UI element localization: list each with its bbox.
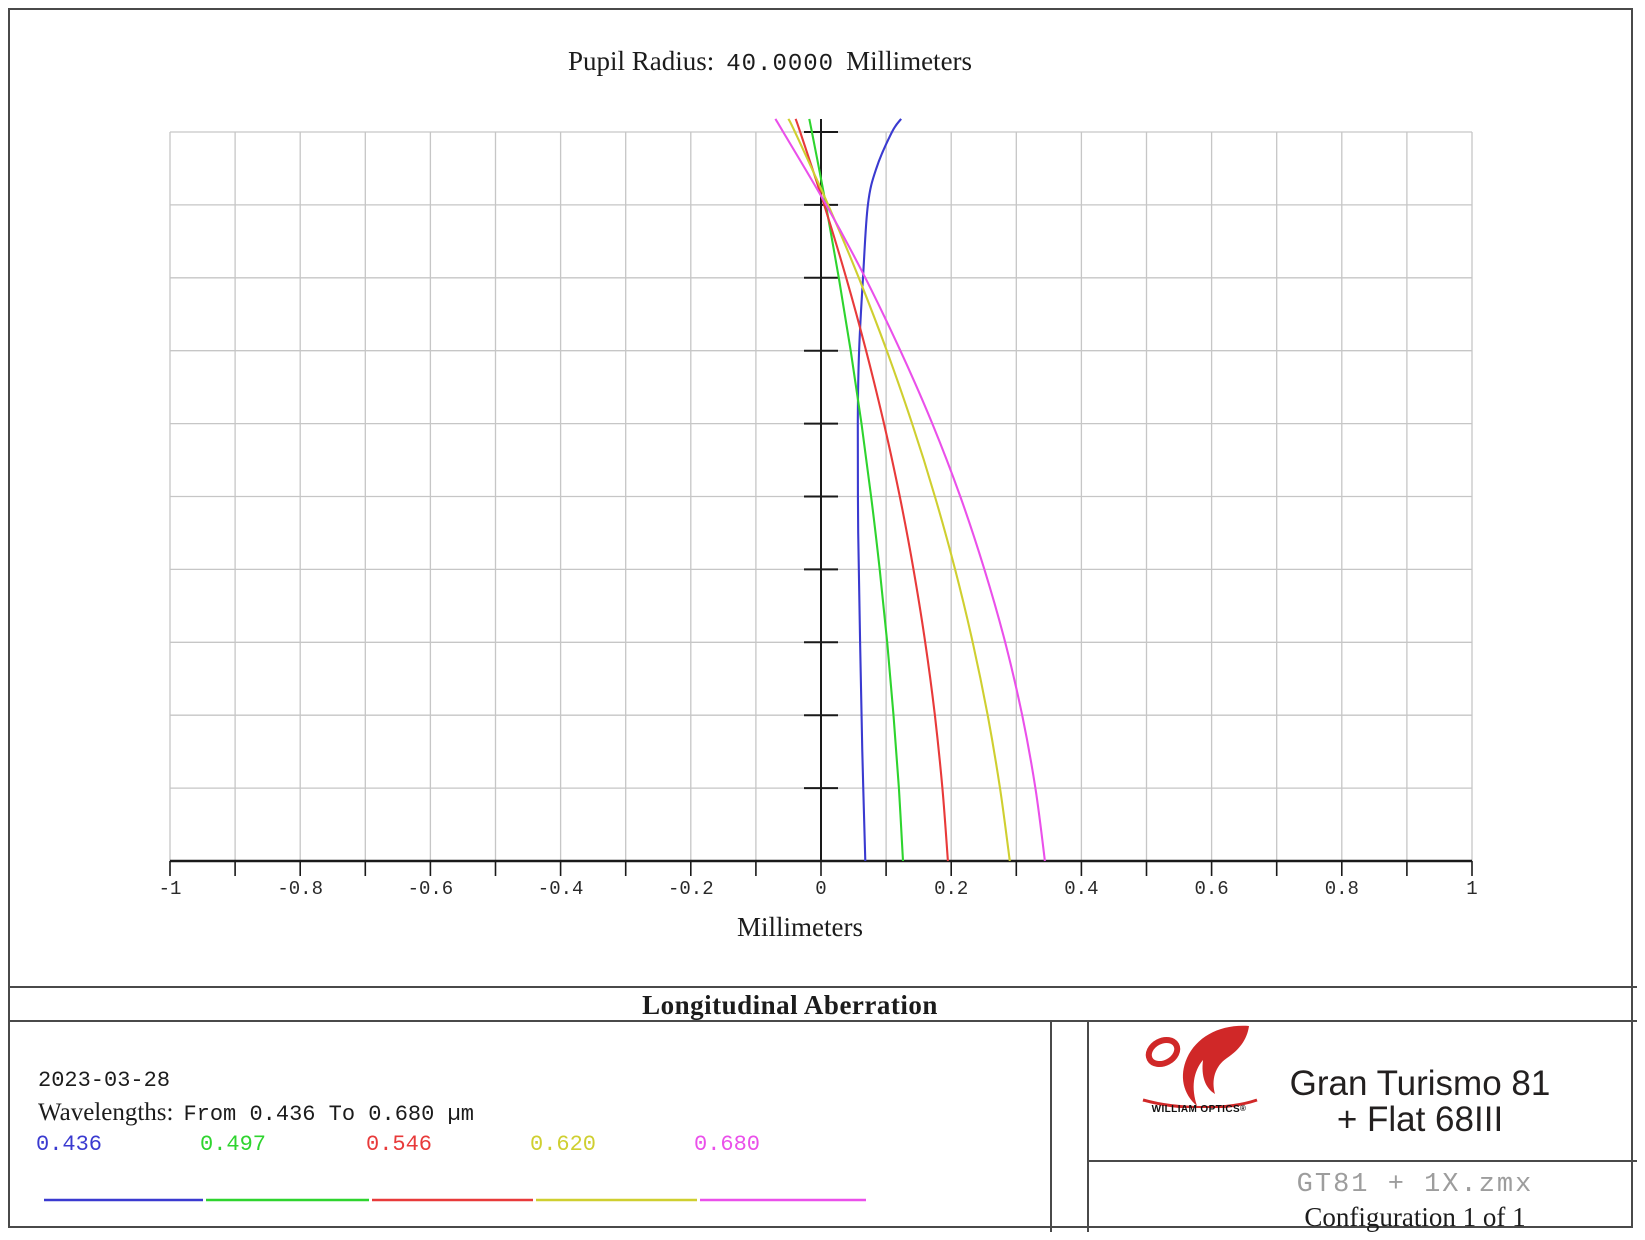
x-tick-label-0.8: 0.8 [1324, 878, 1359, 900]
x-tick-label--0.6: -0.6 [407, 878, 454, 900]
plot-caption: Longitudinal Aberration [642, 990, 938, 1020]
x-tick-label-1: 1 [1466, 878, 1478, 900]
curve-0.436 [856, 118, 902, 862]
legend-value-0.497: 0.497 [200, 1132, 267, 1157]
pupil-radius-value: 40.0000 [726, 51, 835, 78]
lens-file-name: GT81 + 1X.zmx [1296, 1170, 1534, 1200]
registered-mark: ® [1240, 1104, 1247, 1113]
curve-0.497 [808, 118, 905, 862]
logo-swoosh [1182, 1025, 1249, 1106]
curve-0.546 [794, 118, 949, 862]
legend-value-0.546: 0.546 [366, 1132, 433, 1157]
curve-0.680 [774, 118, 1046, 862]
page-border [8, 8, 1633, 1228]
wavelengths-row: Wavelengths: From 0.436 To 0.680 µm [38, 1099, 474, 1127]
x-tick-label-0.4: 0.4 [1064, 878, 1099, 900]
logo-underline-swash [1142, 1098, 1258, 1108]
wavelengths-label: Wavelengths: [38, 1099, 174, 1126]
william-optics-logo-text: WILLIAM OPTICS® [1133, 1104, 1265, 1115]
product-title-line1: Gran Turismo 81 [1289, 1064, 1551, 1103]
william-optics-logo-icon [1142, 1025, 1258, 1108]
x-tick-label-0.2: 0.2 [934, 878, 969, 900]
curve-0.620 [787, 118, 1011, 862]
logo-name: WILLIAM OPTICS [1151, 1104, 1241, 1115]
titleblock-horizontal-divider [1087, 1160, 1637, 1162]
date-text: 2023-03-28 [38, 1068, 171, 1093]
legend-value-0.436: 0.436 [36, 1132, 103, 1157]
footer-divider-left [1050, 1021, 1052, 1232]
product-title: Gran Turismo 81 + Flat 68III [1290, 1066, 1551, 1138]
titleblock-left-border [1087, 1021, 1089, 1232]
logo-loop [1145, 1037, 1181, 1067]
wavelengths-value: From 0.436 To 0.680 µm [183, 1102, 474, 1127]
pupil-radius-label: Pupil Radius: [567, 46, 715, 76]
x-axis-ticks [169, 861, 1473, 876]
x-tick-label--0.2: -0.2 [667, 878, 714, 900]
x-tick-label--0.4: -0.4 [537, 878, 584, 900]
x-axis-title: Millimeters [737, 912, 863, 942]
wavelength-curves [774, 118, 1046, 862]
x-tick-label-0.6: 0.6 [1194, 878, 1229, 900]
configuration-label: Configuration 1 of 1 [1304, 1202, 1526, 1232]
x-tick-label--1: -1 [158, 878, 182, 900]
chart-title: Pupil Radius: 40.0000 Millimeters [568, 46, 972, 78]
caption-band-top-line [8, 986, 1637, 988]
pupil-radius-unit: Millimeters [846, 46, 973, 76]
x-tick-label-0: 0 [815, 878, 827, 900]
caption-band-bottom-line [8, 1020, 1637, 1022]
legend-value-0.620: 0.620 [530, 1132, 597, 1157]
legend-value-0.680: 0.680 [694, 1132, 761, 1157]
x-tick-label--0.8: -0.8 [277, 878, 323, 900]
product-title-line2: + Flat 68III [1336, 1100, 1504, 1139]
